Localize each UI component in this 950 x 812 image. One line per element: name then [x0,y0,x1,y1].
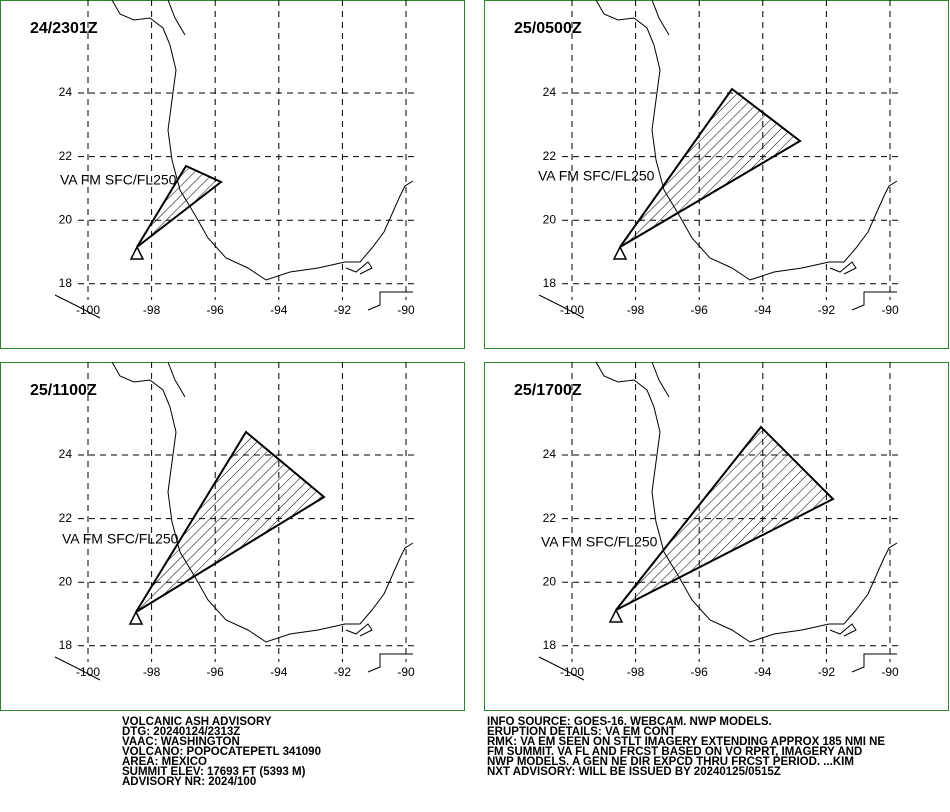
lat-label: 20 [543,574,557,588]
lon-label: -94 [754,303,772,317]
coastline [538,656,585,681]
lon-label: -90 [397,665,415,679]
lon-label: -94 [270,303,288,317]
lon-label: -100 [560,665,584,679]
lat-label: 22 [543,511,557,525]
lat-label: 18 [59,638,73,652]
lon-label: -90 [881,303,899,317]
coastline [54,656,101,681]
ash-area [136,164,223,248]
lon-label: -100 [76,303,100,317]
coastline [851,653,897,673]
ash-label: VA FM SFC/FL250 [538,168,655,184]
lat-label: 20 [59,212,73,226]
lon-label: -98 [627,665,645,679]
ash-label: VA FM SFC/FL250 [541,534,658,550]
advisory-line: AREA: MEXICO [122,756,207,768]
lat-label: 24 [543,447,557,461]
lon-label: -90 [881,665,899,679]
map-panel: -100 -98 -96 -94 -92 -90 24 22 20 18 25/1700Z VA FM… [484,361,949,711]
ash-label: VA FM SFC/FL250 [62,531,179,547]
volcano [128,610,144,625]
panel-border [0,362,465,711]
advisory-line: VOLCANO: POPOCATEPETL 341090 [122,746,321,758]
map-panel: -100 -98 -96 -94 -92 -90 24 22 20 18 25/1100Z VA FM… [0,361,465,711]
panel-border [484,362,949,711]
lon-label: -100 [560,303,584,317]
ash-label: VA FM SFC/FL250 [60,172,177,188]
coastline [167,0,186,36]
ash-area [615,425,835,611]
coastline [595,0,898,281]
coastline [167,361,186,398]
lat-label: 22 [59,149,73,163]
advisory-line: VAAC: WASHINGTON [122,736,240,748]
advisory-line: NWP MODELS. A GEN NE DIR EXPCD THRU FRCS… [487,756,854,768]
advisory-line: RMK: VA EM SEEN ON STLT IMAGERY EXTENDIN… [487,736,885,748]
lon-label: -92 [334,303,352,317]
map-panel: -100 -98 -96 -94 -92 -90 24 22 20 18 25/0500Z VA FM… [484,0,949,349]
lat-label: 18 [543,276,557,290]
coastline [651,361,670,398]
lat-label: 20 [59,574,73,588]
lon-label: -98 [143,303,161,317]
coastline [651,0,670,36]
lon-label: -94 [270,665,288,679]
lon-label: -98 [627,303,645,317]
lon-label: -98 [143,665,161,679]
panel-border [484,0,949,349]
panel-border [0,0,465,349]
lat-label: 24 [59,85,73,99]
coastline [829,623,857,637]
ash-area [619,87,802,248]
advisory-line: FM SUMMIT. VA FL AND FRCST BASED ON VO R… [487,746,862,758]
lat-label: 18 [59,276,73,290]
lat-label: 22 [59,511,73,525]
lon-label: -96 [691,665,709,679]
lon-label: -92 [818,303,836,317]
ash-area [135,430,326,613]
valid-time: 24/2301Z [30,20,98,37]
advisory-line: INFO SOURCE: GOES-16. WEBCAM. NWP MODELS… [487,716,772,728]
volcano [612,245,628,260]
volcano [129,245,145,260]
lon-label: -94 [754,665,772,679]
coastline [111,0,414,281]
advisory-line: DTG: 20240124/2313Z [122,726,240,738]
coastline [54,294,101,319]
lon-label: -92 [818,665,836,679]
coastline [345,261,373,275]
advisory-line: SUMMIT ELEV: 17693 FT (5393 M) [122,766,306,778]
lon-label: -90 [397,303,415,317]
lon-label: -96 [691,303,709,317]
coastline [829,261,857,275]
lat-label: 24 [543,85,557,99]
lat-label: 22 [543,149,557,163]
lon-label: -92 [334,665,352,679]
coastline [111,361,414,643]
coastline [345,623,373,637]
valid-time: 25/1700Z [514,382,582,399]
coastline [538,294,585,319]
coastline [367,291,413,311]
lat-label: 20 [543,212,557,226]
lat-label: 24 [59,447,73,461]
valid-time: 25/0500Z [514,20,582,37]
lon-label: -100 [76,665,100,679]
volcano [608,608,624,623]
valid-time: 25/1100Z [30,382,97,399]
lat-label: 18 [543,638,557,652]
advisory-line: ADVISORY NR: 2024/100 [122,776,256,788]
coastline [367,653,413,673]
lon-label: -96 [207,303,225,317]
advisory-line: VOLCANIC ASH ADVISORY [122,716,272,728]
coastline [595,361,898,643]
coastline [851,291,897,311]
map-panel: -100 -98 -96 -94 -92 -90 24 22 20 18 24/2301Z VA FM… [0,0,465,349]
lon-label: -96 [207,665,225,679]
advisory-line: NXT ADVISORY: WILL BE ISSUED BY 20240125… [487,766,781,778]
advisory-line: ERUPTION DETAILS: VA EM CONT [487,726,676,738]
